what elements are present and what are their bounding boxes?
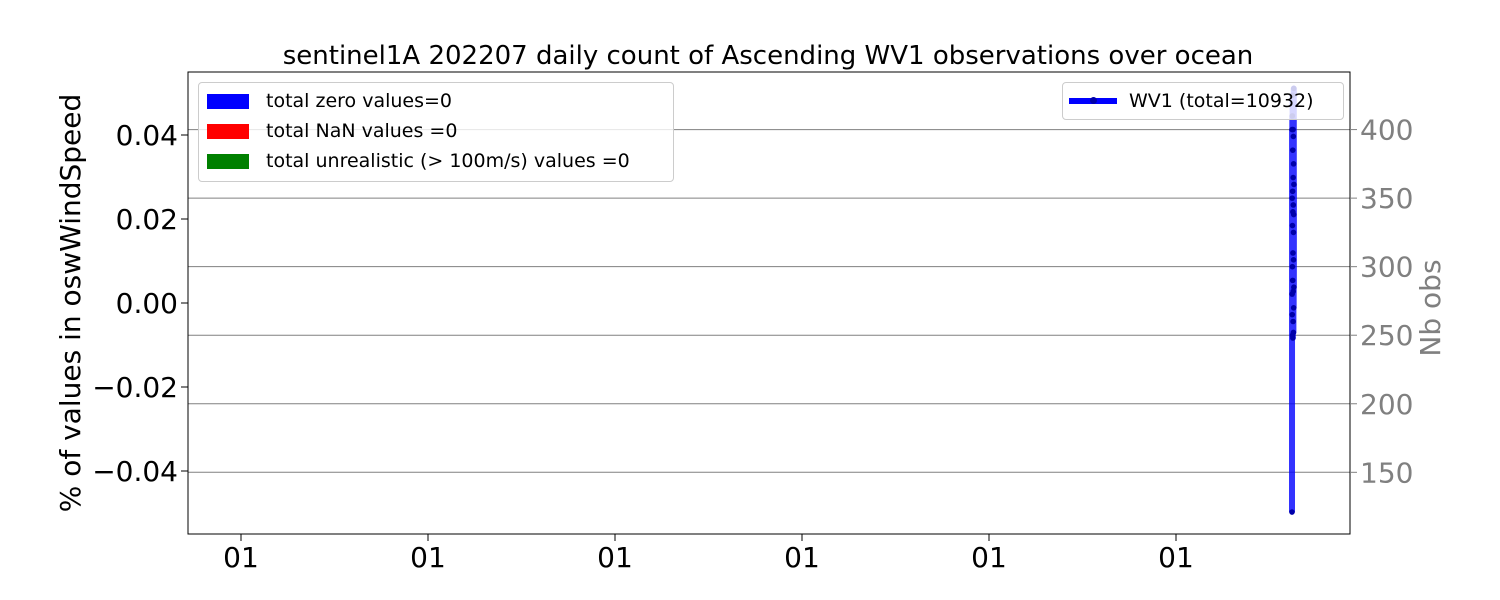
x-tick-label: 01	[971, 541, 1007, 574]
x-tick-label: 01	[223, 541, 259, 574]
series-point	[1290, 161, 1297, 167]
legend-label-zero: total zero values=0	[266, 90, 453, 112]
series-point	[1290, 329, 1297, 336]
x-axis-ticks: 01 01 01 01 01 01	[223, 534, 1194, 574]
zero-values-swatch	[207, 93, 249, 109]
nan-values-swatch	[207, 123, 249, 139]
series-point	[1290, 288, 1297, 295]
legend-item-zero: total zero values=0	[199, 86, 452, 116]
legend-item-nan: total NaN values =0	[199, 116, 457, 146]
legend-series: WV1 (total=10932)	[1062, 82, 1344, 120]
x-tick-label: 01	[784, 541, 820, 574]
legend-counts: total zero values=0 total NaN values =0 …	[198, 82, 674, 182]
unrealistic-values-swatch	[207, 153, 249, 169]
series-point	[1291, 284, 1297, 291]
series-point	[1290, 318, 1296, 325]
series-point	[1290, 229, 1297, 236]
series-point	[1289, 222, 1296, 229]
left-tick-label: −0.04	[92, 455, 178, 488]
right-axis-label: Nb obs	[1414, 259, 1447, 356]
series-point	[1289, 263, 1296, 270]
series-point	[1290, 211, 1297, 218]
series-point	[1290, 133, 1297, 140]
series-point	[1289, 311, 1296, 318]
series-point	[1290, 174, 1296, 181]
right-axis-ticks: 150 200 250 300 350 400	[1350, 114, 1413, 489]
series-point	[1290, 250, 1296, 256]
legend-item-unrealistic: total unrealistic (> 100m/s) values =0	[199, 146, 630, 176]
left-axis-ticks: 0.04 0.02 0.00 −0.02 −0.04	[92, 119, 188, 488]
right-tick-label: 300	[1360, 251, 1413, 284]
series-point	[1290, 202, 1297, 208]
left-axis-label: % of values in oswWindSpeed	[54, 94, 87, 513]
chart-title: sentinel1A 202207 daily count of Ascendi…	[283, 41, 1254, 71]
legend-label-nan: total NaN values =0	[266, 120, 458, 142]
x-tick-label: 01	[597, 541, 633, 574]
right-tick-label: 150	[1360, 456, 1413, 489]
series-point	[1290, 126, 1296, 133]
series-point	[1289, 277, 1296, 284]
series-point	[1290, 335, 1296, 341]
left-tick-label: −0.02	[92, 371, 178, 404]
series-point	[1289, 147, 1296, 153]
right-tick-label: 250	[1360, 319, 1413, 352]
series-point	[1290, 257, 1297, 263]
wv1-line-marker-icon	[1069, 97, 1117, 104]
right-tick-label: 200	[1360, 388, 1413, 421]
right-tick-label: 350	[1360, 182, 1413, 215]
left-tick-label: 0.00	[116, 287, 178, 320]
series-point	[1289, 195, 1295, 201]
legend-label-wv1: WV1 (total=10932)	[1129, 90, 1314, 112]
series-point	[1289, 509, 1295, 515]
series-layer	[1289, 85, 1297, 515]
x-tick-label: 01	[1158, 541, 1194, 574]
left-tick-label: 0.02	[116, 203, 178, 236]
series-point	[1291, 181, 1297, 188]
legend-label-unrealistic: total unrealistic (> 100m/s) values =0	[266, 150, 630, 172]
series-point	[1290, 304, 1297, 311]
series-point	[1289, 188, 1296, 195]
left-tick-label: 0.04	[116, 119, 178, 152]
x-tick-label: 01	[410, 541, 446, 574]
legend-item-wv1: WV1 (total=10932)	[1063, 86, 1314, 116]
right-tick-label: 400	[1360, 114, 1413, 147]
